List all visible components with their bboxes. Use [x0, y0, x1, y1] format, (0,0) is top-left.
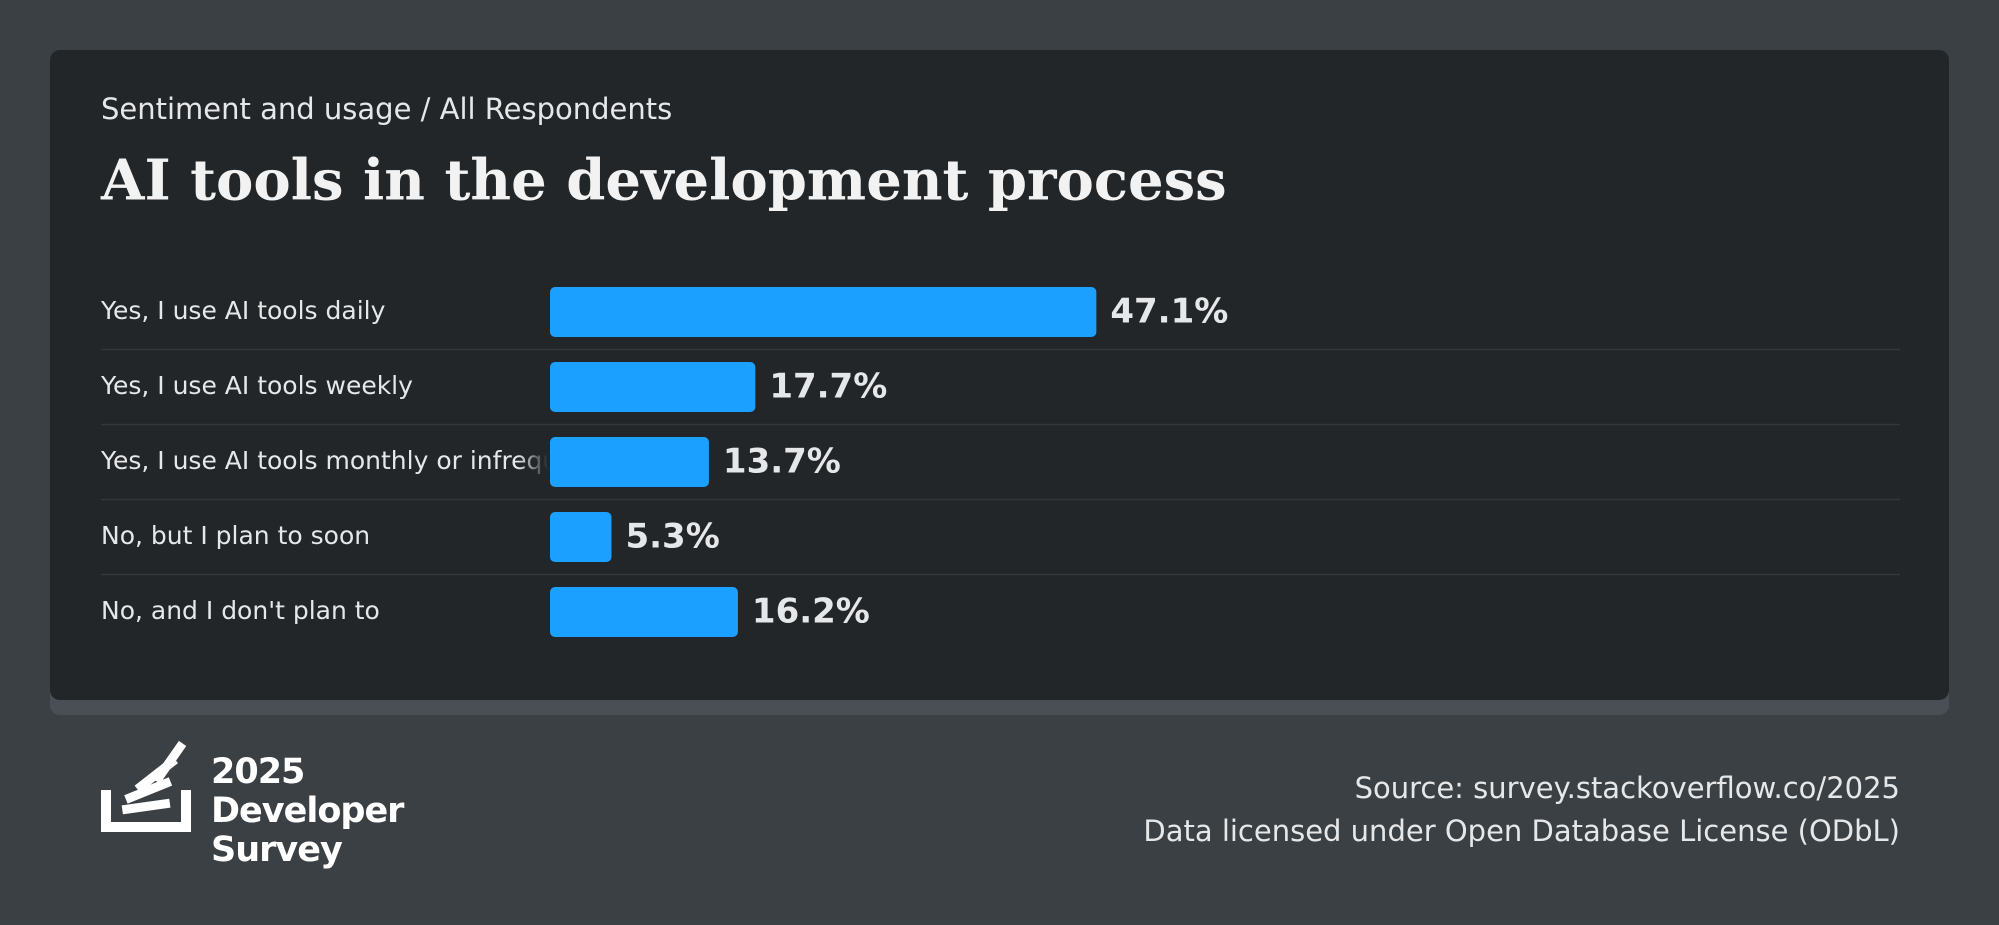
- source: Source: survey.stackoverflow.co/2025: [1355, 771, 1900, 805]
- category-label: Yes, I use AI tools daily: [100, 296, 386, 325]
- label-fade: [518, 442, 548, 482]
- bar: [550, 287, 1097, 337]
- bar: [550, 437, 709, 487]
- category-label: No, but I plan to soon: [101, 521, 370, 550]
- label-fade: [518, 517, 548, 557]
- label-fade: [518, 292, 548, 332]
- license: Data licensed under Open Database Licens…: [1143, 814, 1900, 848]
- logo-icon: [101, 740, 191, 832]
- subtitle: Sentiment and usage / All Respondents: [101, 92, 672, 126]
- label-fade: [518, 592, 548, 632]
- logo-text: 2025: [211, 752, 304, 792]
- value-label: 47.1%: [1110, 292, 1228, 332]
- category-label: Yes, I use AI tools weekly: [100, 371, 413, 400]
- chart-title: AI tools in the development process: [100, 148, 1227, 214]
- bar: [550, 362, 756, 412]
- logo-text: Developer: [211, 791, 405, 831]
- value-label: 13.7%: [723, 442, 841, 482]
- label-fade: [518, 367, 548, 407]
- rows: Yes, I use AI tools daily 47.1% Yes, I use…: [100, 287, 1900, 637]
- value-label: 16.2%: [752, 592, 870, 632]
- bar: [550, 512, 612, 562]
- logo-text: Survey: [211, 830, 343, 870]
- category-label: Yes, I use AI tools monthly or infrequen…: [100, 446, 621, 475]
- category-label: No, and I don't plan to: [101, 596, 380, 625]
- bar: [550, 587, 738, 637]
- value-label: 5.3%: [625, 517, 719, 557]
- logo: 2025 Developer Survey: [101, 740, 406, 870]
- value-label: 17.7%: [769, 367, 887, 407]
